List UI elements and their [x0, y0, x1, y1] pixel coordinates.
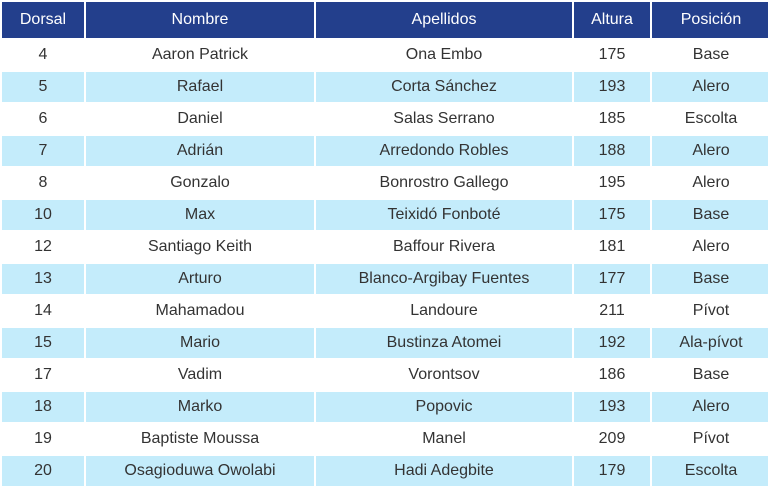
cell-dorsal: 8 [2, 168, 84, 198]
cell-dorsal: 7 [2, 136, 84, 166]
cell-dorsal: 6 [2, 104, 84, 134]
cell-dorsal: 12 [2, 232, 84, 262]
cell-altura: 188 [574, 136, 650, 166]
cell-apellidos: Blanco-Argibay Fuentes [316, 264, 572, 294]
table-row: 13 Arturo Blanco-Argibay Fuentes 177 Base [2, 264, 768, 294]
cell-altura: 185 [574, 104, 650, 134]
cell-nombre: Osagioduwa Owolabi [86, 456, 314, 486]
cell-nombre: Aaron Patrick [86, 40, 314, 70]
cell-apellidos: Bustinza Atomei [316, 328, 572, 358]
cell-nombre: Santiago Keith [86, 232, 314, 262]
table-row: 10 Max Teixidó Fonboté 175 Base [2, 200, 768, 230]
header-altura: Altura [574, 2, 650, 38]
table-row: 18 Marko Popovic 193 Alero [2, 392, 768, 422]
cell-nombre: Marko [86, 392, 314, 422]
table-row: 6 Daniel Salas Serrano 185 Escolta [2, 104, 768, 134]
cell-altura: 195 [574, 168, 650, 198]
cell-apellidos: Arredondo Robles [316, 136, 572, 166]
cell-altura: 209 [574, 424, 650, 454]
cell-apellidos: Baffour Rivera [316, 232, 572, 262]
cell-posicion: Alero [652, 232, 768, 262]
cell-posicion: Ala-pívot [652, 328, 768, 358]
cell-posicion: Escolta [652, 456, 768, 486]
cell-altura: 177 [574, 264, 650, 294]
cell-apellidos: Manel [316, 424, 572, 454]
table-row: 19 Baptiste Moussa Manel 209 Pívot [2, 424, 768, 454]
cell-nombre: Mahamadou [86, 296, 314, 326]
table-row: 20 Osagioduwa Owolabi Hadi Adegbite 179 Esco… [2, 456, 768, 486]
cell-altura: 186 [574, 360, 650, 390]
header-dorsal: Dorsal [2, 2, 84, 38]
cell-dorsal: 15 [2, 328, 84, 358]
cell-dorsal: 10 [2, 200, 84, 230]
cell-dorsal: 17 [2, 360, 84, 390]
table-row: 5 Rafael Corta Sánchez 193 Alero [2, 72, 768, 102]
cell-posicion: Base [652, 200, 768, 230]
cell-dorsal: 4 [2, 40, 84, 70]
cell-posicion: Pívot [652, 424, 768, 454]
cell-apellidos: Ona Embo [316, 40, 572, 70]
cell-dorsal: 19 [2, 424, 84, 454]
header-apellidos: Apellidos [316, 2, 572, 38]
cell-nombre: Daniel [86, 104, 314, 134]
cell-nombre: Baptiste Moussa [86, 424, 314, 454]
cell-apellidos: Salas Serrano [316, 104, 572, 134]
cell-posicion: Alero [652, 392, 768, 422]
cell-posicion: Pívot [652, 296, 768, 326]
cell-nombre: Max [86, 200, 314, 230]
cell-altura: 179 [574, 456, 650, 486]
table-row: 14 Mahamadou Landoure 211 Pívot [2, 296, 768, 326]
cell-nombre: Adrián [86, 136, 314, 166]
cell-apellidos: Popovic [316, 392, 572, 422]
header-nombre: Nombre [86, 2, 314, 38]
cell-altura: 193 [574, 72, 650, 102]
table-row: 15 Mario Bustinza Atomei 192 Ala-pívot [2, 328, 768, 358]
cell-posicion: Escolta [652, 104, 768, 134]
cell-altura: 175 [574, 40, 650, 70]
cell-apellidos: Landoure [316, 296, 572, 326]
cell-posicion: Base [652, 360, 768, 390]
cell-altura: 181 [574, 232, 650, 262]
cell-posicion: Base [652, 40, 768, 70]
cell-apellidos: Hadi Adegbite [316, 456, 572, 486]
cell-nombre: Mario [86, 328, 314, 358]
cell-posicion: Alero [652, 168, 768, 198]
cell-nombre: Rafael [86, 72, 314, 102]
cell-apellidos: Bonrostro Gallego [316, 168, 572, 198]
cell-altura: 193 [574, 392, 650, 422]
header-posicion: Posición [652, 2, 768, 38]
cell-nombre: Arturo [86, 264, 314, 294]
table-row: 7 Adrián Arredondo Robles 188 Alero [2, 136, 768, 166]
cell-dorsal: 20 [2, 456, 84, 486]
cell-altura: 192 [574, 328, 650, 358]
table-row: 8 Gonzalo Bonrostro Gallego 195 Alero [2, 168, 768, 198]
table-row: 4 Aaron Patrick Ona Embo 175 Base [2, 40, 768, 70]
cell-apellidos: Vorontsov [316, 360, 572, 390]
cell-posicion: Alero [652, 136, 768, 166]
table-row: 17 Vadim Vorontsov 186 Base [2, 360, 768, 390]
cell-dorsal: 14 [2, 296, 84, 326]
cell-altura: 211 [574, 296, 650, 326]
cell-altura: 175 [574, 200, 650, 230]
cell-apellidos: Teixidó Fonboté [316, 200, 572, 230]
roster-body: 4 Aaron Patrick Ona Embo 175 Base 5 Rafael Cort… [2, 40, 768, 486]
cell-apellidos: Corta Sánchez [316, 72, 572, 102]
cell-nombre: Vadim [86, 360, 314, 390]
cell-posicion: Alero [652, 72, 768, 102]
cell-dorsal: 13 [2, 264, 84, 294]
cell-nombre: Gonzalo [86, 168, 314, 198]
cell-dorsal: 18 [2, 392, 84, 422]
cell-dorsal: 5 [2, 72, 84, 102]
header-row: Dorsal Nombre Apellidos Altura Posición [2, 2, 768, 38]
table-row: 12 Santiago Keith Baffour Rivera 181 Alero [2, 232, 768, 262]
cell-posicion: Base [652, 264, 768, 294]
